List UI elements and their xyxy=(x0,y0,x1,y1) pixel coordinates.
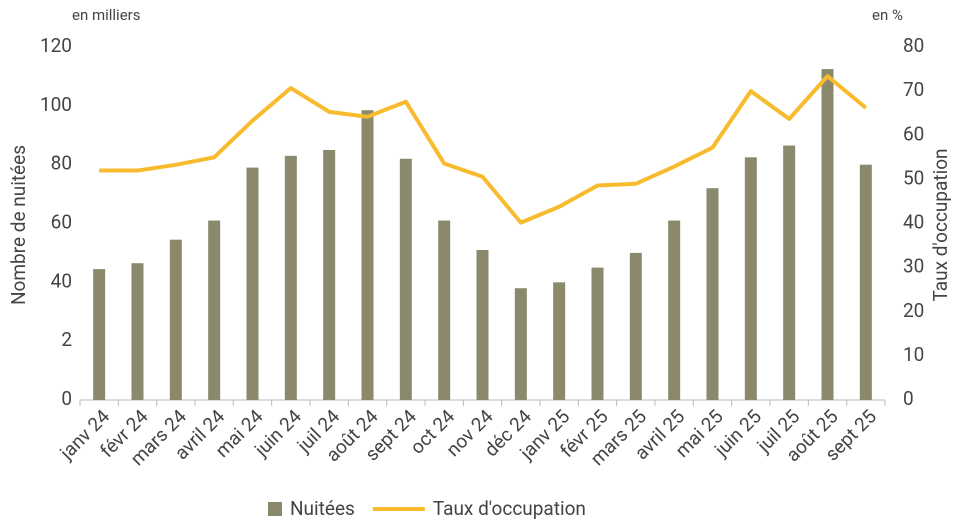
legend-label: Nuitées xyxy=(290,497,355,520)
y-tick-label: 2 xyxy=(61,328,72,351)
y2-tick-label: 0 xyxy=(903,387,914,410)
bar xyxy=(246,167,259,400)
y2-tick-label: 30 xyxy=(903,255,924,278)
y2-tick-label: 50 xyxy=(903,166,924,189)
legend-swatch xyxy=(268,502,282,516)
bar xyxy=(859,164,872,400)
bar xyxy=(476,249,489,400)
bar xyxy=(629,252,642,400)
y-tick-label: 60 xyxy=(51,211,72,234)
y2-tick-label: 10 xyxy=(903,343,924,366)
legend-label: Taux d'occupation xyxy=(433,497,586,520)
bar xyxy=(323,149,336,400)
bar xyxy=(591,267,604,400)
bar xyxy=(361,110,374,400)
bar xyxy=(438,220,451,400)
bar xyxy=(131,263,144,400)
y2-tick-label: 80 xyxy=(903,34,924,57)
bar xyxy=(783,145,796,400)
bar xyxy=(744,157,757,400)
bar xyxy=(706,188,719,400)
bar xyxy=(284,155,297,400)
y-tick-label: 100 xyxy=(40,93,72,116)
y2-tick-label: 70 xyxy=(903,78,924,101)
y2-tick-label: 40 xyxy=(903,211,924,234)
line xyxy=(99,74,868,225)
y2-tick-label: 60 xyxy=(903,122,924,145)
y2-axis-label: Taux d'occupation xyxy=(929,148,952,301)
y2-tick-label: 20 xyxy=(903,299,924,322)
bar xyxy=(821,69,834,400)
y-tick-label: 120 xyxy=(40,34,72,57)
bar xyxy=(514,288,527,400)
bar xyxy=(93,269,106,400)
bar xyxy=(668,220,681,400)
y-tick-label: 0 xyxy=(61,387,72,410)
y-unit: en milliers xyxy=(72,6,140,24)
y-axis-label: Nombre de nuitées xyxy=(7,145,30,305)
bar xyxy=(399,158,412,400)
bar xyxy=(169,239,182,400)
y-tick-label: 80 xyxy=(51,152,72,175)
y-tick-label: 40 xyxy=(51,269,72,292)
bar xyxy=(553,282,566,400)
y2-unit: en % xyxy=(872,6,903,24)
bar xyxy=(208,220,221,400)
